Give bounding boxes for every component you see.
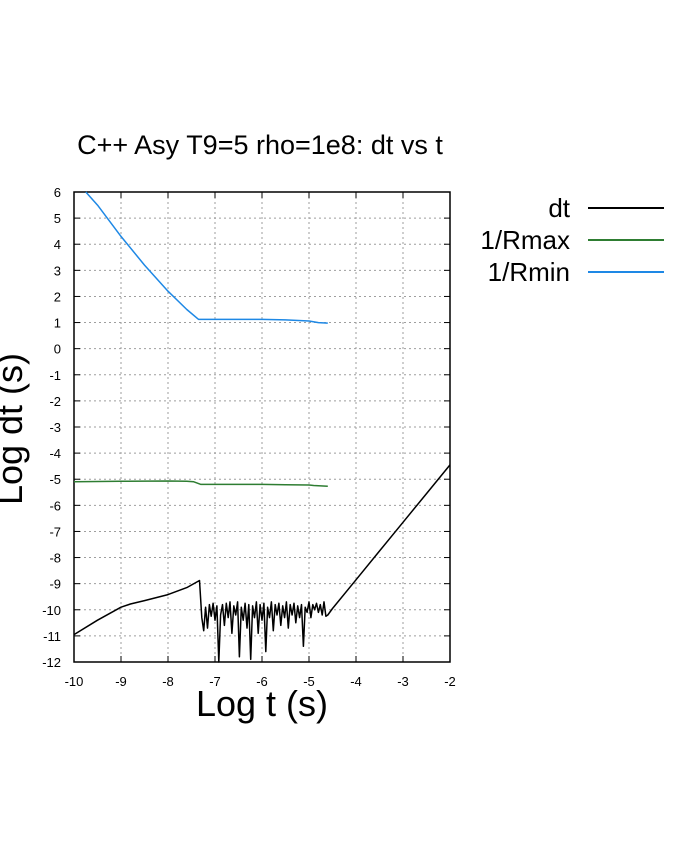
x-tick-label: -3 — [397, 674, 409, 689]
legend-label-dt: dt — [548, 193, 570, 223]
y-tick-label: -9 — [49, 577, 61, 592]
y-tick-label: 1 — [54, 316, 61, 331]
x-tick-label: -8 — [162, 674, 174, 689]
y-tick-label: -5 — [49, 472, 61, 487]
gridlines — [74, 192, 450, 662]
series-line-1-rmin — [85, 191, 328, 324]
y-tick-label: -10 — [42, 603, 61, 618]
x-tick-label: -7 — [209, 674, 221, 689]
y-tick-label: 2 — [54, 289, 61, 304]
series-layer — [73, 191, 451, 663]
y-tick-label: -12 — [42, 655, 61, 670]
y-tick-labels: 6 5 4 3 2 1 0 -1 -2 -3 -4 -5 -6 -7 -8 -9 -10 -11 -12 — [42, 185, 61, 670]
axis-ticks — [73, 191, 451, 663]
y-tick-label: 3 — [54, 263, 61, 278]
y-tick-label: 4 — [54, 237, 61, 252]
y-tick-label: -6 — [49, 498, 61, 513]
x-tick-label: -4 — [350, 674, 362, 689]
series-line-1-rmax — [73, 480, 328, 488]
y-axis-label: Log dt (s) — [0, 353, 30, 505]
x-tick-label: -9 — [115, 674, 127, 689]
chart-title: C++ Asy T9=5 rho=1e8: dt vs t — [77, 130, 443, 160]
x-tick-labels: -10 -9 -8 -7 -6 -5 -4 -3 -2 — [65, 674, 456, 689]
y-tick-label: -8 — [49, 551, 61, 566]
x-axis-label: Log t (s) — [196, 683, 328, 724]
y-tick-label: -1 — [49, 368, 61, 383]
x-tick-label: -2 — [444, 674, 456, 689]
x-tick-label: -6 — [256, 674, 268, 689]
y-tick-label: 0 — [54, 342, 61, 357]
legend-label-1-rmin: 1/Rmin — [488, 257, 570, 287]
legend-label-1-rmax: 1/Rmax — [480, 225, 570, 255]
y-tick-label: -11 — [43, 629, 61, 644]
x-tick-label: -10 — [65, 674, 84, 689]
y-tick-label: -2 — [49, 394, 61, 409]
y-tick-label: -4 — [49, 446, 61, 461]
series-line-dt — [73, 464, 451, 663]
y-tick-label: -7 — [49, 524, 61, 539]
y-tick-label: 6 — [54, 185, 61, 200]
y-tick-label: -3 — [49, 420, 61, 435]
x-tick-label: -5 — [303, 674, 315, 689]
y-tick-label: 5 — [54, 211, 61, 226]
